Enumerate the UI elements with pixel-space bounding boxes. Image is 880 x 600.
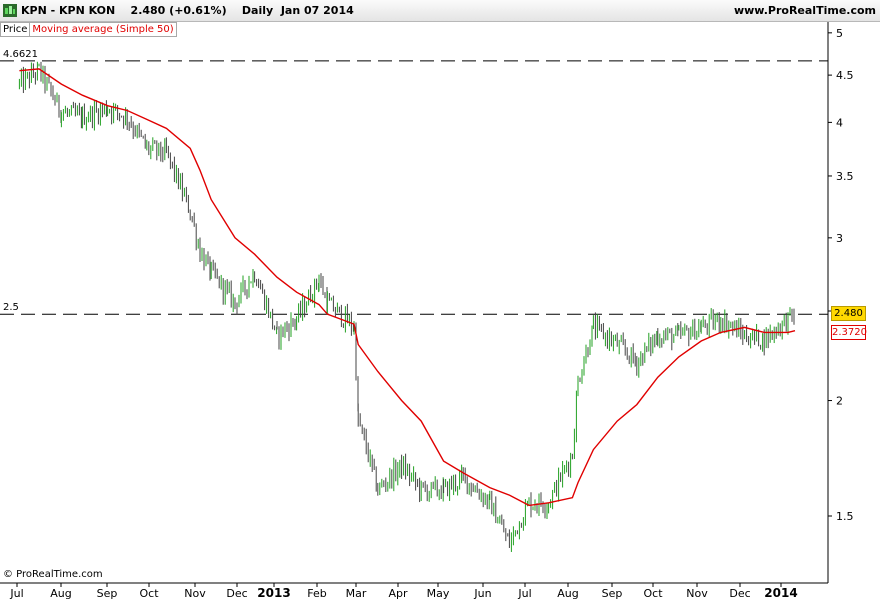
candlestick-icon [3,4,17,17]
x-tick-label: Nov [184,587,206,600]
legend-moving-average[interactable]: Moving average (Simple 50) [32,24,174,35]
x-tick-label: Mar [346,587,367,600]
title-bar: KPN - KPN KON 2.480 (+0.61%) Daily Jan 0… [0,0,880,22]
x-tick-label: Apr [388,587,408,600]
chart-title: KPN - KPN KON 2.480 (+0.61%) Daily Jan 0… [21,4,354,17]
x-tick-label: Aug [50,587,71,600]
x-tick-label: Sep [97,587,118,600]
y-tick-label: 1.5 [836,510,854,523]
x-tick-label: May [427,587,450,600]
last-price-label: 2.480 [831,306,866,321]
reference-label: 4.6621 [3,49,38,60]
legend: Price Moving average (Simple 50) [0,22,177,37]
x-tick-label: 2013 [257,586,290,600]
reference-label: 2.5 [3,302,19,313]
y-tick-label: 3 [836,232,843,245]
y-tick-label: 2 [836,395,843,408]
y-tick-label: 5 [836,27,843,40]
x-tick-label: Oct [643,587,663,600]
x-tick-label: Feb [307,587,326,600]
y-tick-label: 4 [836,116,843,129]
moving-average-label: 2.3720 [831,325,867,340]
legend-price[interactable]: Price [1,23,31,36]
x-tick-label: Jul [9,587,23,600]
x-tick-label: Aug [557,587,578,600]
moving-average-line [19,68,796,507]
x-tick-label: Nov [686,587,708,600]
copyright: © ProRealTime.com [3,569,103,580]
x-tick-label: Oct [139,587,159,600]
y-tick-label: 4.5 [836,69,854,82]
x-tick-label: Dec [226,587,247,600]
x-tick-label: 2014 [764,586,797,600]
site-link[interactable]: www.ProRealTime.com [733,4,876,17]
x-tick-label: Sep [602,587,623,600]
x-tick-label: Jul [517,587,531,600]
x-tick-label: Dec [729,587,750,600]
y-tick-label: 3.5 [836,170,854,183]
x-tick-label: Jun [473,587,491,600]
